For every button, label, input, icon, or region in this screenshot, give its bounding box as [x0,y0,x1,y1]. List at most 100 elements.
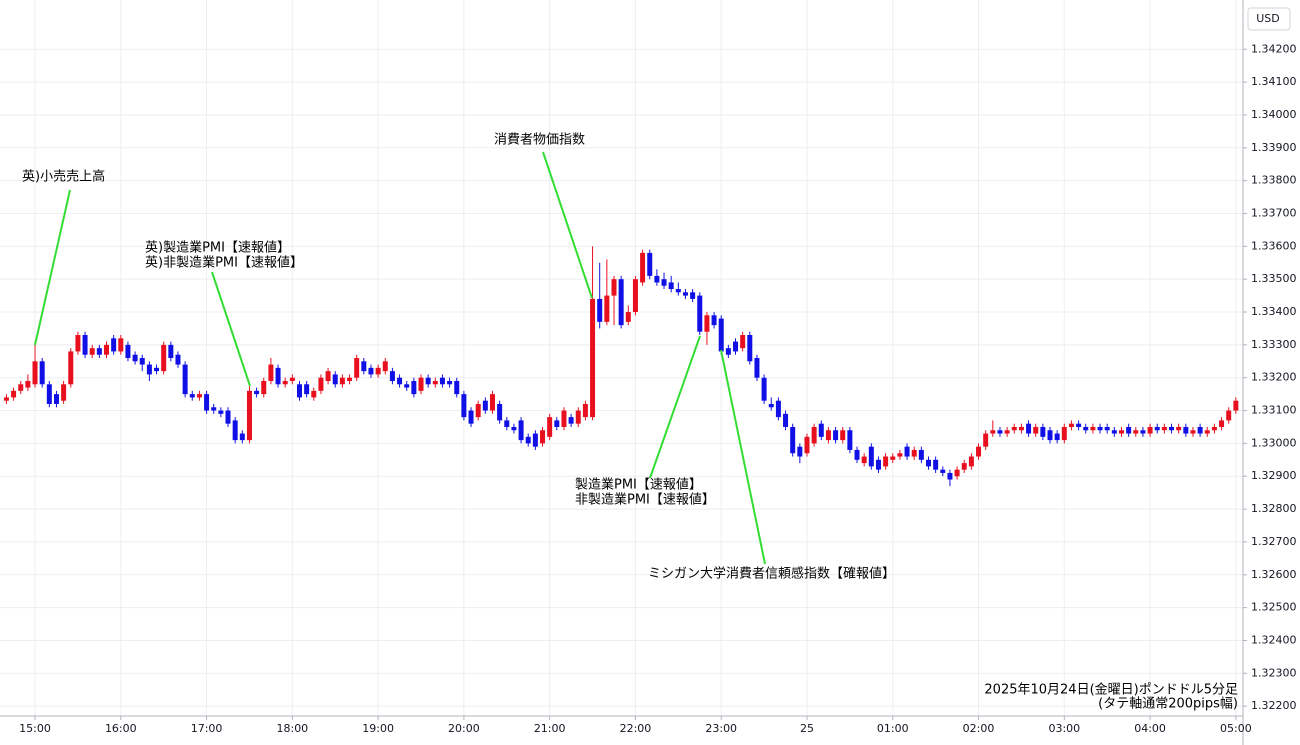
candle-body [11,390,17,398]
candle-body [339,377,345,385]
candle-body [947,472,953,480]
candle-body [811,426,817,444]
candle-body [447,380,453,385]
y-tick-label: 1.33000 [1251,436,1297,449]
candle-body [675,289,681,293]
candle-body [1018,426,1024,431]
candle-body [897,453,903,457]
candle-body [661,279,667,286]
y-tick-label: 1.33100 [1251,404,1297,417]
candle-body [711,315,717,326]
candle-body [640,252,646,283]
candle-body [1233,400,1239,411]
candle-body [175,354,181,365]
candle-body [740,335,746,349]
candle-body [25,380,31,388]
candle-body [261,380,267,395]
annotation-text: 消費者物価指数 [494,133,585,148]
candle-body [468,410,474,424]
candle-body [397,377,403,385]
candle-body [504,420,510,427]
candle-body [1026,423,1032,434]
candle-body [783,413,789,427]
candle-body [875,459,881,470]
candle-body [718,318,724,352]
candle-body [75,335,81,352]
y-tick-label: 1.32500 [1251,601,1297,614]
candle-body [304,384,310,395]
candle-body [489,394,495,411]
candle-body [775,400,781,418]
candle-body [1111,430,1117,434]
candle-body [168,344,174,358]
candle-body [983,433,989,447]
candle-body [540,430,546,444]
candle-body [754,358,760,378]
annotation-line [211,271,251,387]
annotation-text: 英)小売売上高 [22,169,105,185]
candle-body [368,367,374,375]
candle-body [868,446,874,467]
candle-body [239,433,245,441]
candle-body [1118,430,1124,434]
candle-body [582,403,588,418]
candle-body [1183,426,1189,434]
candle-body [725,348,731,355]
candle-body [968,456,974,467]
y-tick-label: 1.33500 [1251,272,1297,285]
candle-body [925,459,931,467]
candle-body [432,380,438,385]
y-tick-label: 1.32200 [1251,699,1297,712]
candle-body [1090,426,1096,431]
candle-body [532,433,538,447]
candle-body [118,338,124,352]
candle-body [697,295,703,332]
candle-body [632,279,638,313]
footnote: 2025年10月24日(金曜日)ポンドドル5分足 [984,682,1238,698]
candle-body [125,344,131,358]
candle-body [1011,426,1017,431]
candle-body [1033,426,1039,434]
candle-body [439,377,445,385]
candle-body [790,426,796,454]
candle-body [1204,430,1210,434]
y-tick-label: 1.33800 [1251,174,1297,187]
candle-body [39,361,45,385]
candle-body [1040,426,1046,437]
candle-body [854,449,860,460]
candle-body [232,420,238,441]
candle-body [525,436,531,444]
y-tick-label: 1.34000 [1251,108,1297,121]
x-tick-label: 23:00 [705,722,737,735]
x-tick-label: 04:00 [1134,722,1166,735]
candle-body [554,420,560,427]
candle-body [1097,426,1103,431]
x-tick-label: 22:00 [620,722,652,735]
candle-body [53,394,59,404]
candle-body [104,344,110,355]
candle-body [761,377,767,401]
x-tick-label: 03:00 [1048,722,1080,735]
candle-body [32,361,38,385]
candle-body [840,430,846,441]
y-tick-label: 1.33900 [1251,141,1297,154]
candle-body [547,417,553,437]
candle-body [425,377,431,385]
candle-body [268,364,274,381]
candle-body [747,335,753,362]
y-tick-label: 1.32300 [1251,666,1297,679]
candle-body [797,446,803,457]
candle-body [961,463,967,470]
candle-body [418,377,424,391]
candle-body [1169,426,1175,431]
candle-body [861,456,867,464]
candle-body [182,364,188,395]
candle-body [990,430,996,434]
candle-body [361,361,367,372]
candle-body [768,403,774,408]
candle-body [847,430,853,450]
currency-box [1247,7,1291,31]
candle-body [575,410,581,424]
candle-body [1068,423,1074,427]
